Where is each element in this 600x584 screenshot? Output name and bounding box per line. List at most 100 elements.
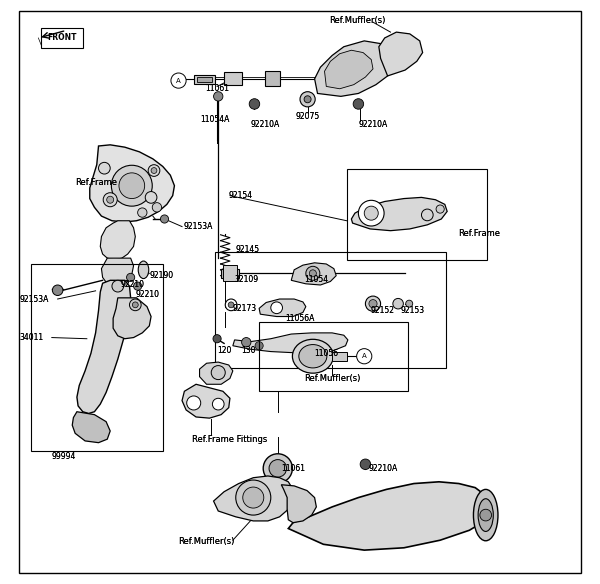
Bar — [215, 252, 446, 368]
Text: 92210: 92210 — [136, 290, 160, 299]
Circle shape — [52, 285, 63, 296]
Text: A: A — [362, 353, 367, 359]
Circle shape — [242, 338, 251, 347]
Bar — [259, 322, 408, 391]
Polygon shape — [90, 145, 175, 222]
Bar — [31, 264, 163, 451]
Text: 11056: 11056 — [314, 349, 339, 358]
Circle shape — [406, 300, 413, 307]
Circle shape — [119, 173, 145, 199]
Polygon shape — [259, 299, 306, 317]
Text: 92153A: 92153A — [20, 294, 49, 304]
Circle shape — [223, 274, 228, 280]
Circle shape — [255, 342, 263, 350]
Text: 99994: 99994 — [51, 452, 76, 461]
Circle shape — [304, 96, 311, 103]
Circle shape — [214, 92, 223, 101]
Circle shape — [151, 168, 157, 173]
Polygon shape — [72, 412, 110, 443]
Circle shape — [145, 192, 157, 203]
Text: 11054: 11054 — [305, 274, 329, 284]
Text: Ref.Muffler(s): Ref.Muffler(s) — [304, 374, 361, 383]
Circle shape — [211, 366, 225, 380]
Ellipse shape — [478, 499, 493, 531]
Polygon shape — [352, 197, 447, 231]
Circle shape — [306, 266, 320, 280]
Circle shape — [393, 298, 403, 309]
FancyBboxPatch shape — [41, 28, 83, 48]
Polygon shape — [197, 77, 212, 82]
Circle shape — [171, 73, 186, 88]
Text: 11056A: 11056A — [286, 314, 315, 323]
Text: 92152: 92152 — [370, 306, 394, 315]
Polygon shape — [332, 352, 347, 361]
Circle shape — [263, 454, 292, 483]
Text: Ref.Muffler(s): Ref.Muffler(s) — [178, 537, 235, 547]
Text: 92153: 92153 — [400, 306, 425, 315]
Text: 11054: 11054 — [305, 274, 329, 284]
Text: Ref.Muffler(s): Ref.Muffler(s) — [329, 16, 385, 25]
Circle shape — [160, 215, 169, 223]
Circle shape — [225, 299, 237, 311]
Circle shape — [127, 273, 135, 281]
Text: 120: 120 — [217, 346, 231, 355]
Text: 92153: 92153 — [400, 306, 425, 315]
Text: 34011: 34011 — [20, 333, 44, 342]
Text: FRONT: FRONT — [47, 33, 76, 43]
Text: Ref.Muffler(s): Ref.Muffler(s) — [178, 537, 235, 547]
Polygon shape — [113, 298, 151, 339]
Polygon shape — [100, 221, 136, 260]
Circle shape — [353, 99, 364, 109]
Text: 92173: 92173 — [233, 304, 257, 313]
Polygon shape — [182, 384, 230, 418]
Text: 99994: 99994 — [51, 452, 76, 461]
Text: Ref.Frame Fittings: Ref.Frame Fittings — [192, 434, 268, 444]
Text: 92210A: 92210A — [369, 464, 398, 473]
Text: 92210A: 92210A — [250, 120, 280, 130]
Text: 130: 130 — [241, 346, 256, 355]
Polygon shape — [194, 75, 215, 84]
Text: 92210A: 92210A — [250, 120, 280, 130]
Polygon shape — [325, 50, 373, 89]
Polygon shape — [101, 258, 134, 286]
Ellipse shape — [138, 261, 149, 279]
Polygon shape — [214, 476, 293, 521]
Polygon shape — [223, 265, 237, 281]
Text: 92152: 92152 — [370, 306, 394, 315]
Circle shape — [133, 302, 138, 308]
Text: Ref.Muffler(s): Ref.Muffler(s) — [329, 16, 385, 25]
Text: 92075: 92075 — [295, 112, 320, 121]
Polygon shape — [265, 71, 280, 86]
Circle shape — [271, 302, 283, 314]
Text: 92075: 92075 — [295, 112, 320, 121]
Text: 92145: 92145 — [236, 245, 260, 254]
Text: 11054A: 11054A — [200, 114, 230, 124]
Text: A: A — [176, 78, 181, 84]
Ellipse shape — [292, 339, 333, 373]
Circle shape — [103, 193, 117, 207]
Polygon shape — [224, 72, 242, 85]
Polygon shape — [281, 485, 316, 523]
Circle shape — [364, 206, 378, 220]
Circle shape — [369, 300, 377, 308]
Text: 92154: 92154 — [229, 191, 253, 200]
Circle shape — [236, 480, 271, 515]
Text: 92153A: 92153A — [183, 222, 212, 231]
Polygon shape — [221, 269, 239, 278]
Text: 34011: 34011 — [20, 333, 44, 342]
Circle shape — [480, 509, 491, 521]
Circle shape — [436, 205, 444, 213]
Text: 92145: 92145 — [236, 245, 260, 254]
Circle shape — [213, 335, 221, 343]
Circle shape — [360, 459, 371, 470]
Circle shape — [300, 92, 315, 107]
Text: 92210: 92210 — [120, 280, 144, 290]
Circle shape — [269, 460, 287, 477]
Text: 92210: 92210 — [120, 280, 144, 290]
Circle shape — [130, 299, 141, 311]
Circle shape — [243, 487, 264, 508]
Circle shape — [310, 270, 316, 277]
Circle shape — [134, 282, 142, 290]
Polygon shape — [291, 263, 336, 285]
Text: 32109: 32109 — [235, 274, 259, 284]
